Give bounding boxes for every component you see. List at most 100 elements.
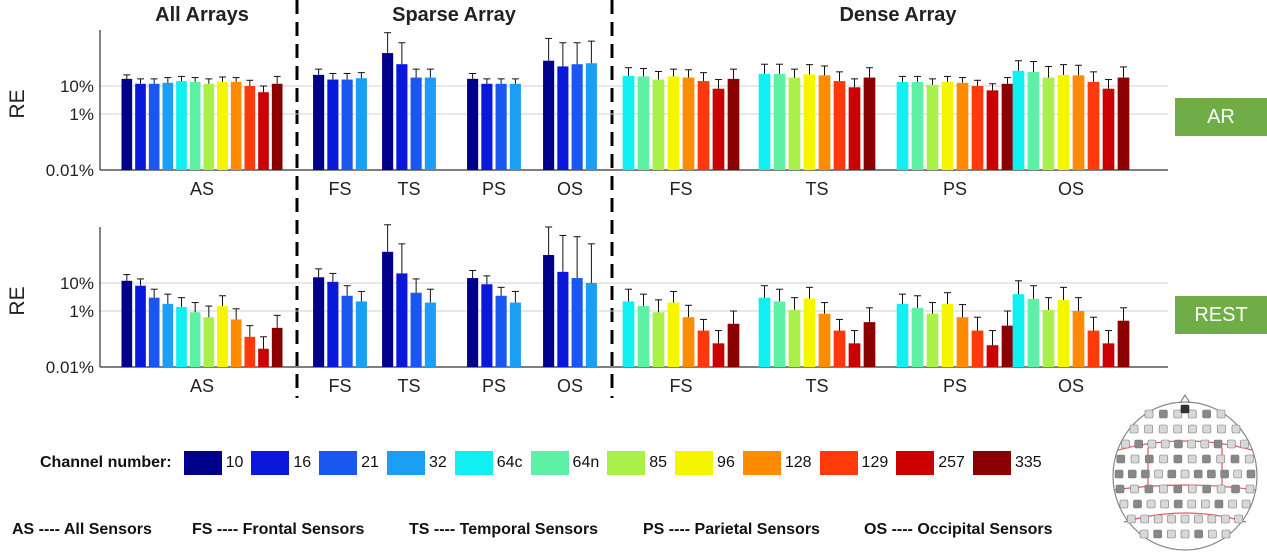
legend-label: 21 (361, 454, 379, 471)
y-tick-label: 10% (60, 77, 94, 96)
bar (833, 330, 846, 367)
bar (863, 322, 876, 367)
sensor-marker (1234, 514, 1244, 524)
sensor-marker (1187, 454, 1197, 464)
legend-label: 64c (496, 454, 523, 471)
sensor-marker (1240, 439, 1249, 449)
bar (410, 292, 422, 367)
sensor-marker (1194, 529, 1203, 539)
sensor-marker (1245, 484, 1255, 494)
sensor-marker (1180, 469, 1190, 479)
legend-swatch (386, 451, 425, 475)
bar (396, 64, 408, 170)
bar (543, 60, 555, 170)
bar (727, 78, 740, 170)
abbrev-os: OS ---- Occipital Sensors (864, 521, 1053, 538)
bar (509, 83, 521, 170)
sensor-marker (1173, 454, 1183, 464)
sensor-marker (1127, 469, 1137, 479)
bar (758, 73, 771, 170)
bar (712, 343, 725, 367)
sensor-marker (1141, 469, 1150, 479)
y-tick-label: 0.01% (46, 358, 94, 377)
panel-rest: 0.01% 1% 10% RE AS FS TS PS OS FS TS PS OS (6, 224, 1168, 396)
bar (1012, 294, 1025, 367)
nose-outline (1179, 393, 1191, 404)
x-tick-label: FS (328, 179, 351, 199)
bar (1072, 75, 1085, 170)
bar (509, 302, 521, 367)
bar (926, 313, 939, 367)
region-boundary (1117, 440, 1253, 451)
sensor-marker (1246, 469, 1256, 479)
bar (1057, 74, 1070, 170)
sensor-marker (1208, 529, 1217, 539)
sensor-marker (1213, 439, 1223, 449)
x-tick-label: AS (190, 376, 214, 396)
bar (230, 319, 242, 367)
sensor-marker (1221, 529, 1231, 539)
sensor-marker (1153, 529, 1162, 539)
bar (585, 283, 597, 367)
sensor-head-map (1112, 393, 1258, 551)
sensor-marker (1201, 499, 1210, 509)
bar (327, 281, 339, 367)
sensor-marker (1126, 514, 1136, 524)
bar (148, 297, 160, 367)
sensor-marker (1173, 499, 1183, 509)
x-tick-label: TS (397, 179, 420, 199)
bar (1012, 70, 1025, 170)
x-tick-label: FS (328, 376, 351, 396)
bar (1057, 299, 1070, 367)
bar (1042, 77, 1055, 170)
bar (244, 86, 256, 170)
bar (652, 312, 665, 367)
bar (1087, 81, 1100, 170)
legend-swatch (530, 451, 569, 475)
legend-label: 96 (717, 454, 735, 471)
bar (203, 317, 215, 367)
legend-swatch (819, 451, 858, 475)
bar (176, 81, 187, 170)
bar (682, 77, 695, 170)
legend-item: 16 (251, 451, 317, 475)
legend-item: 21 (319, 451, 385, 475)
bar (758, 297, 771, 367)
bar (135, 285, 146, 367)
sensor-marker (1174, 439, 1183, 449)
bar (1117, 320, 1130, 367)
y-tick-label: 1% (69, 105, 94, 124)
bar (189, 312, 201, 367)
x-tick-label: TS (805, 179, 828, 199)
x-tick-label: TS (805, 376, 828, 396)
bar (848, 343, 861, 367)
legend-label: 32 (428, 454, 447, 471)
abbrev-as: AS ---- All Sensors (12, 521, 152, 538)
sensor-marker (1114, 469, 1124, 479)
legend-item: 85 (607, 451, 673, 475)
sensor-marker (1167, 514, 1176, 524)
ar-badge: AR (1175, 98, 1267, 136)
bar (355, 78, 367, 170)
bar (697, 81, 710, 170)
x-tick-label: OS (1058, 376, 1084, 396)
legend-item: 257 (896, 451, 971, 475)
legend-label: 257 (938, 454, 965, 471)
bar (622, 75, 635, 170)
sensor-marker (1244, 454, 1254, 464)
legend-swatch (675, 451, 714, 475)
legend-swatch (972, 451, 1011, 475)
x-tick-label: OS (557, 179, 583, 199)
sensor-marker (1228, 499, 1237, 509)
legend-title: Channel number: (40, 454, 172, 471)
y-axis-label: RE (6, 89, 29, 118)
bar (271, 327, 283, 367)
bar (637, 306, 650, 367)
section-title: Dense Array (839, 4, 957, 26)
bar (424, 77, 436, 170)
bar (1102, 343, 1115, 367)
bar (121, 280, 133, 367)
sensor-marker (1187, 439, 1196, 449)
bar (571, 278, 583, 367)
legend-label: 64n (572, 454, 600, 471)
